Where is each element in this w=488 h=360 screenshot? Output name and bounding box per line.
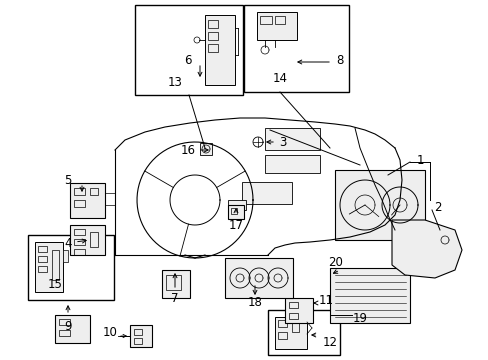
Bar: [63, 250, 68, 262]
Bar: [274, 317, 306, 349]
Bar: [165, 275, 181, 290]
Text: 10: 10: [102, 327, 117, 339]
Bar: [90, 188, 98, 195]
Bar: [264, 128, 319, 150]
Bar: [204, 15, 235, 85]
Bar: [260, 16, 271, 24]
Text: 6: 6: [184, 54, 191, 67]
Text: 17: 17: [228, 219, 243, 231]
Bar: [70, 225, 105, 255]
Bar: [35, 242, 63, 292]
Bar: [285, 298, 312, 323]
Bar: [52, 250, 59, 280]
Text: 8: 8: [336, 54, 343, 67]
Bar: [55, 315, 90, 343]
Text: 11: 11: [318, 293, 333, 306]
Bar: [278, 320, 286, 327]
Bar: [74, 249, 85, 255]
Bar: [130, 325, 152, 347]
Text: 5: 5: [64, 174, 72, 186]
Bar: [244, 5, 348, 92]
Bar: [70, 183, 105, 218]
Text: 12: 12: [322, 336, 337, 348]
Text: 14: 14: [272, 72, 287, 85]
Bar: [264, 155, 319, 173]
Bar: [200, 143, 212, 155]
Bar: [74, 200, 85, 207]
Bar: [227, 205, 244, 219]
Bar: [291, 320, 298, 332]
Bar: [242, 182, 291, 204]
Text: 16: 16: [180, 144, 195, 157]
Text: 4: 4: [64, 237, 72, 249]
Text: 1: 1: [415, 153, 423, 166]
Text: 20: 20: [328, 256, 343, 270]
Text: 7: 7: [171, 292, 179, 305]
Text: 19: 19: [352, 311, 367, 324]
Bar: [329, 268, 409, 323]
Text: 18: 18: [247, 297, 262, 310]
Bar: [334, 170, 424, 240]
Bar: [59, 319, 70, 325]
Bar: [224, 258, 292, 298]
Bar: [38, 256, 47, 262]
Bar: [74, 188, 85, 195]
Bar: [134, 329, 142, 335]
Bar: [257, 12, 296, 40]
Bar: [74, 229, 85, 235]
Bar: [38, 266, 47, 272]
Bar: [288, 302, 297, 308]
Bar: [28, 235, 114, 300]
Bar: [207, 32, 218, 40]
Text: 2: 2: [433, 201, 441, 213]
Bar: [267, 310, 339, 355]
Bar: [288, 313, 297, 319]
Bar: [207, 44, 218, 52]
Text: 15: 15: [47, 279, 62, 292]
Bar: [162, 270, 190, 298]
Bar: [230, 208, 237, 214]
Text: 3: 3: [279, 135, 286, 149]
Bar: [207, 20, 218, 28]
Bar: [90, 232, 98, 247]
Bar: [227, 200, 245, 210]
Bar: [134, 338, 142, 344]
Bar: [59, 330, 70, 336]
Bar: [135, 5, 243, 95]
Bar: [274, 16, 285, 24]
Polygon shape: [391, 220, 461, 278]
Bar: [38, 246, 47, 252]
Text: 9: 9: [64, 320, 72, 333]
Text: 13: 13: [167, 76, 182, 89]
Bar: [74, 239, 85, 245]
Bar: [278, 332, 286, 339]
